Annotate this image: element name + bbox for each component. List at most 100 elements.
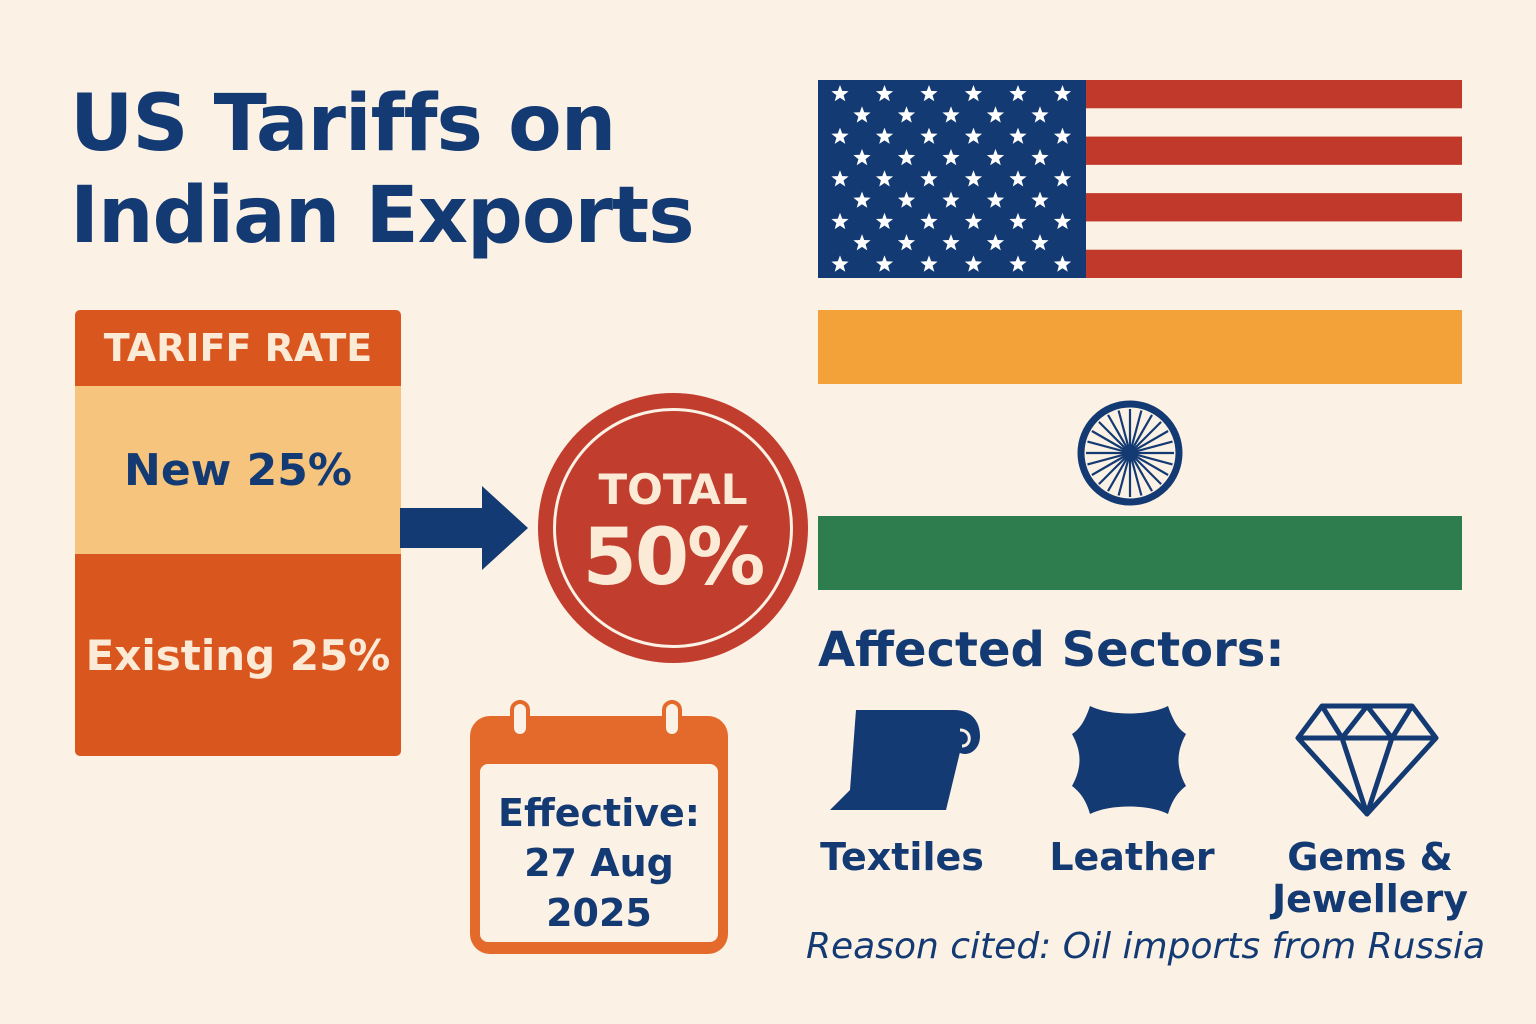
calendar-page: [480, 764, 718, 942]
flag-star: [986, 191, 1005, 208]
chakra-rim: [1077, 400, 1183, 506]
flag-star: [986, 148, 1005, 166]
chakra-spoke: [1107, 452, 1131, 492]
flag-star: [1053, 127, 1072, 144]
flag-star: [942, 106, 960, 123]
calendar-ring-right: [662, 700, 682, 738]
flag-star: [831, 127, 849, 144]
flag-star: [875, 85, 894, 102]
flag-star: [1053, 255, 1072, 272]
flag-star: [853, 191, 871, 208]
flag-star: [986, 234, 1005, 251]
sector-label-textiles: Textiles: [820, 835, 984, 879]
page-title: US Tariffs on Indian Exports: [70, 78, 790, 262]
flag-star: [1009, 212, 1027, 230]
flag-star: [1031, 191, 1049, 208]
sectors-title: Affected Sectors:: [818, 622, 1285, 678]
chakra-spoke: [1117, 452, 1132, 496]
chakra-spoke: [1091, 430, 1131, 454]
diamond-icon: [1295, 703, 1439, 817]
sector-label-leather: Leather: [1049, 835, 1215, 879]
fabric-roll-icon: [830, 710, 980, 810]
flag-star: [831, 85, 849, 102]
india-flag-saffron-band: [818, 310, 1462, 384]
flag-star: [897, 191, 916, 208]
sector-label-gems-jewellery: Gems & Jewellery: [1260, 836, 1480, 920]
chakra-spoke: [1129, 452, 1169, 476]
ashoka-chakra-icon: [1077, 400, 1183, 506]
title-line-1: US Tariffs on: [70, 79, 616, 169]
leather-hide-icon: [1072, 706, 1186, 814]
flag-star: [875, 127, 894, 144]
new-tariff-row: New 25%: [75, 386, 401, 554]
chakra-spoke: [1098, 452, 1131, 485]
total-label: TOTAL: [598, 465, 748, 514]
arrow-right-icon: [400, 486, 528, 570]
flag-star: [1053, 170, 1072, 187]
existing-tariff-row: Existing 25%: [75, 554, 401, 756]
flag-star: [875, 255, 894, 272]
flag-star: [897, 234, 916, 251]
tariff-rate-header: TARIFF RATE: [75, 310, 401, 386]
flag-star: [831, 255, 849, 272]
flag-star: [1031, 106, 1049, 123]
reason-note: Reason cited: Oil imports from Russia: [806, 926, 1486, 967]
chakra-spoke: [1129, 452, 1153, 492]
chakra-spoke: [1129, 430, 1169, 454]
flag-star: [875, 212, 894, 230]
flag-star: [964, 212, 983, 230]
flag-star: [1009, 85, 1027, 102]
chakra-spoke: [1107, 414, 1131, 454]
chakra-spoke: [1087, 451, 1131, 466]
flag-star: [920, 85, 938, 102]
flag-star: [942, 234, 960, 251]
flag-star: [831, 170, 849, 187]
badge-ring: [553, 408, 793, 648]
title-line-2: Indian Exports: [70, 171, 695, 261]
flag-star: [1031, 234, 1049, 251]
flag-star: [920, 212, 938, 230]
effective-year: 2025: [546, 891, 652, 935]
flag-star: [964, 170, 983, 187]
chakra-spoke: [1129, 440, 1173, 455]
flag-star: [942, 148, 960, 166]
us-flag-icon: [818, 80, 1462, 278]
tariff-rate-panel: TARIFF RATE New 25% Existing 25%: [75, 310, 401, 756]
calendar-icon: Effective: 27 Aug 2025: [470, 700, 728, 954]
chakra-spoke: [1128, 452, 1143, 496]
flag-star: [853, 234, 871, 251]
flag-star: [1009, 255, 1027, 272]
flag-star: [942, 191, 960, 208]
gems-label-line-1: Gems &: [1287, 835, 1453, 879]
flag-star: [964, 255, 983, 272]
flag-star: [897, 106, 916, 123]
chakra-spoke: [1129, 421, 1162, 454]
effective-day-month: 27 Aug: [524, 841, 674, 885]
chakra-hub: [1123, 446, 1137, 460]
flag-star: [831, 212, 849, 230]
flag-star: [875, 170, 894, 187]
flag-star: [920, 255, 938, 272]
chakra-spoke: [1128, 410, 1143, 454]
total-tariff-badge: TOTAL 50%: [538, 393, 808, 663]
india-flag-green-band: [818, 516, 1462, 590]
chakra-spoke: [1087, 440, 1131, 455]
calendar-ring-left: [510, 700, 530, 738]
flag-star: [853, 106, 871, 123]
flag-star: [1031, 148, 1049, 166]
flag-star: [964, 127, 983, 144]
chakra-spoke: [1129, 414, 1153, 454]
gems-label-line-2: Jewellery: [1271, 877, 1469, 921]
flag-star: [1009, 170, 1027, 187]
chakra-spoke: [1098, 421, 1131, 454]
effective-label: Effective:: [498, 791, 700, 835]
calendar-body: [470, 716, 728, 954]
flag-star: [853, 148, 871, 166]
flag-star: [1053, 212, 1072, 230]
chakra-spoke: [1129, 451, 1173, 466]
chakra-spoke: [1129, 452, 1162, 485]
flag-star: [986, 106, 1005, 123]
flag-star: [1053, 85, 1072, 102]
flag-star: [920, 127, 938, 144]
flag-star: [920, 170, 938, 187]
